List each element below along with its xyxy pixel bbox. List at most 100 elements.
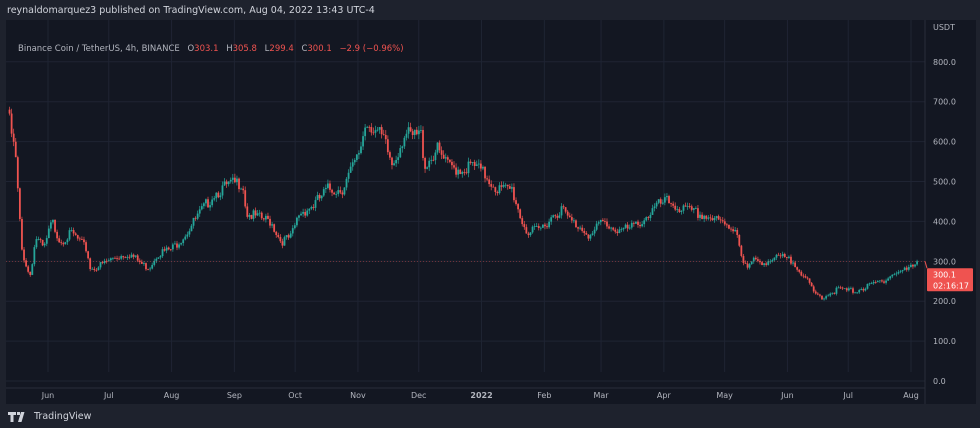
candle [252,210,255,219]
candle [432,159,435,161]
candle [27,266,30,272]
candle [752,257,755,262]
candle [814,291,817,294]
candle [912,264,914,267]
x-tick-label: Jun [780,391,794,400]
candle [122,256,125,258]
candle [182,239,185,244]
candle [874,282,877,283]
chart-panel[interactable]: Binance Coin / TetherUS, 4h, BINANCE O30… [6,20,976,404]
candle [899,271,902,273]
candle [779,255,782,257]
candle [345,178,348,188]
candle [256,213,259,216]
candle [136,255,139,261]
candle [116,258,118,259]
tradingview-logo-icon [8,411,25,422]
candle [246,206,249,217]
candle [517,204,519,210]
candle [14,141,17,158]
candle [788,256,790,258]
candle [451,161,453,166]
candle [227,181,230,185]
candle [281,241,284,246]
candle [78,238,81,240]
candle [165,247,168,251]
candle [461,171,464,174]
candle [721,220,724,222]
candle [273,224,276,232]
candle [523,224,526,228]
candle [178,244,180,248]
candle [783,253,786,257]
candle [457,169,460,175]
candle [614,229,617,232]
candle [236,178,238,183]
candle [242,188,245,191]
candle [223,181,226,186]
candle [624,224,627,228]
candle [680,210,683,212]
candle [612,227,615,230]
candle [68,230,71,240]
candle [293,225,296,229]
candle [597,222,600,224]
candle [490,184,493,187]
candle [99,262,102,268]
candle [531,226,534,233]
candle [593,229,596,234]
candle [475,164,478,166]
candle [49,222,52,229]
candle [60,242,63,244]
candle [39,239,42,240]
candle [901,270,904,272]
candle [188,231,191,235]
candle [145,263,147,270]
candle [719,219,722,221]
candle [109,258,112,261]
candle [444,157,447,159]
candle [577,227,579,229]
candle [120,256,123,259]
candle [134,255,137,257]
candle [124,257,127,259]
candle [831,292,834,294]
candle [72,230,75,234]
candle [308,208,311,211]
candle [736,229,739,235]
candle [35,239,38,248]
candle [740,245,743,256]
candle [200,206,203,210]
candle [81,239,83,240]
x-tick-label: Jun [41,391,55,400]
candle [417,130,420,135]
candle [808,278,811,283]
candle [217,192,220,198]
candle [389,152,391,158]
candle [508,186,511,189]
candle [384,134,387,140]
candle [628,227,631,229]
candle [52,220,54,223]
candle [459,169,462,174]
candle [620,229,623,231]
candle [337,190,340,194]
candle [494,187,497,193]
candle [845,288,848,291]
brand-name: TradingView [34,411,92,422]
candle [525,227,528,234]
y-unit-label: USDT [933,23,955,32]
candle [738,234,741,246]
candle [560,206,563,216]
candle [500,185,503,187]
candle [630,222,633,228]
candle [260,212,263,219]
candle [796,267,799,270]
candle [604,221,606,222]
candle [130,254,133,258]
candle [58,238,61,243]
open-label: O [187,44,195,54]
candle [674,205,677,210]
candle [407,127,410,134]
